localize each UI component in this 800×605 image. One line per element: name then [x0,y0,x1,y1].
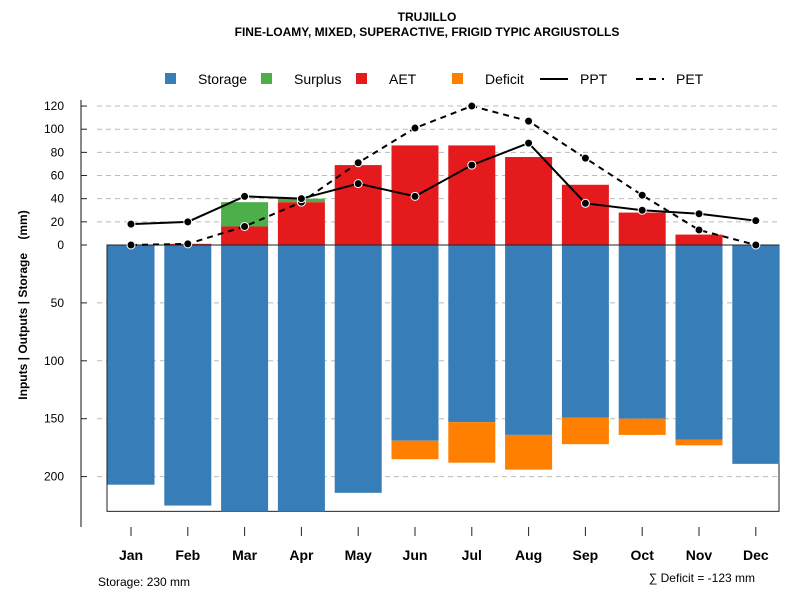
x-tick-label: Nov [686,547,713,563]
legend-swatch-storage [165,73,176,84]
ppt-point [296,194,306,204]
storage-bar [505,245,553,435]
x-tick-label: Oct [631,547,655,563]
storage-bar [732,245,780,464]
y-tick-label: 20 [51,215,65,229]
pet-point [694,225,704,235]
ppt-point [240,191,250,201]
y-axis-label: Inputs | Outputs | Storage (mm) [16,210,30,399]
pet-point [183,239,193,249]
pet-point [637,190,647,200]
storage-bar [334,245,382,493]
legend-swatch-deficit [452,73,463,84]
x-tick-label: Feb [175,547,200,563]
pet-line [130,104,757,246]
ppt-point [410,191,420,201]
deficit-bar [391,440,439,460]
legend-label: Storage [198,71,247,87]
deficit-bar [448,422,496,463]
legend-label: PET [676,71,704,87]
pet-point [751,240,761,250]
y-tick-label: 100 [44,354,64,368]
x-tick-label: Jul [462,547,482,563]
pet-point [580,153,590,163]
gridlines [97,105,780,478]
x-tick-label: Jun [403,547,428,563]
pet-point [524,116,534,126]
aet-bar [561,184,609,245]
y-tick-label: 100 [44,122,64,136]
ppt-point [751,216,761,226]
x-tick-label: Mar [232,547,257,563]
x-tick-label: Apr [289,547,314,563]
storage-bar [221,245,269,512]
legend-label: AET [389,71,417,87]
axes: 0 20 40 60 80 100 120 50 100 150 200 Jan Feb Mar Apr Ma… [44,99,769,563]
x-tick-label: May [345,547,372,563]
chart-title: TRUJILLO [398,10,457,24]
ppt-point [580,198,590,208]
pet-point [467,101,477,111]
ppt-point [467,160,477,170]
x-tick-label: Dec [743,547,769,563]
ppt-point [524,138,534,148]
storage-bar [107,245,155,485]
ppt-line [130,141,756,226]
aet-bar [334,165,382,245]
storage-bar [618,245,666,419]
legend: Storage Surplus AET Deficit PPT PET [165,71,704,87]
x-tick-label: Aug [515,547,542,563]
y-tick-label: 60 [51,169,65,183]
deficit-bar [618,418,666,435]
ppt-point [126,219,136,229]
storage-annotation: Storage: 230 mm [98,575,190,589]
deficit-bar [505,434,553,470]
y-tick-label: 200 [44,470,64,484]
ppt-point [694,209,704,219]
y-tick-label: 150 [44,412,64,426]
y-tick-label: 120 [44,99,64,113]
aet-bar [505,156,553,245]
storage-bar [448,245,496,423]
y-tick-label: 80 [51,145,65,159]
x-tick-label: Jan [119,547,143,563]
legend-label: PPT [580,71,608,87]
pet-point [240,221,250,231]
legend-label: Surplus [294,71,341,87]
legend-swatch-aet [356,73,367,84]
deficit-bar [675,439,723,446]
aet-bar [277,202,325,245]
y-tick-label: 40 [51,192,65,206]
storage-bar [164,245,212,506]
chart-subtitle: FINE-LOAMY, MIXED, SUPERACTIVE, FRIGID T… [235,25,620,39]
y-tick-label: 50 [51,296,65,310]
storage-bar [561,245,609,418]
storage-bar [391,245,439,441]
pet-point [353,158,363,168]
bars [106,145,780,512]
deficit-bar [561,417,609,445]
ppt-point [183,217,193,227]
ppt-point [637,205,647,215]
y-tick-label: 0 [57,238,64,252]
deficit-annotation: ∑ Deficit = -123 mm [649,571,755,585]
storage-bar [277,245,325,512]
pet-point [410,123,420,133]
aet-bar [618,212,666,245]
legend-swatch-surplus [261,73,272,84]
legend-label: Deficit [485,71,524,87]
pet-point [126,240,136,250]
aet-bar [448,145,496,245]
lines [126,101,761,250]
x-tick-label: Sep [573,547,599,563]
ppt-point [353,179,363,189]
storage-bar [675,245,723,440]
aet-bar [675,234,723,245]
